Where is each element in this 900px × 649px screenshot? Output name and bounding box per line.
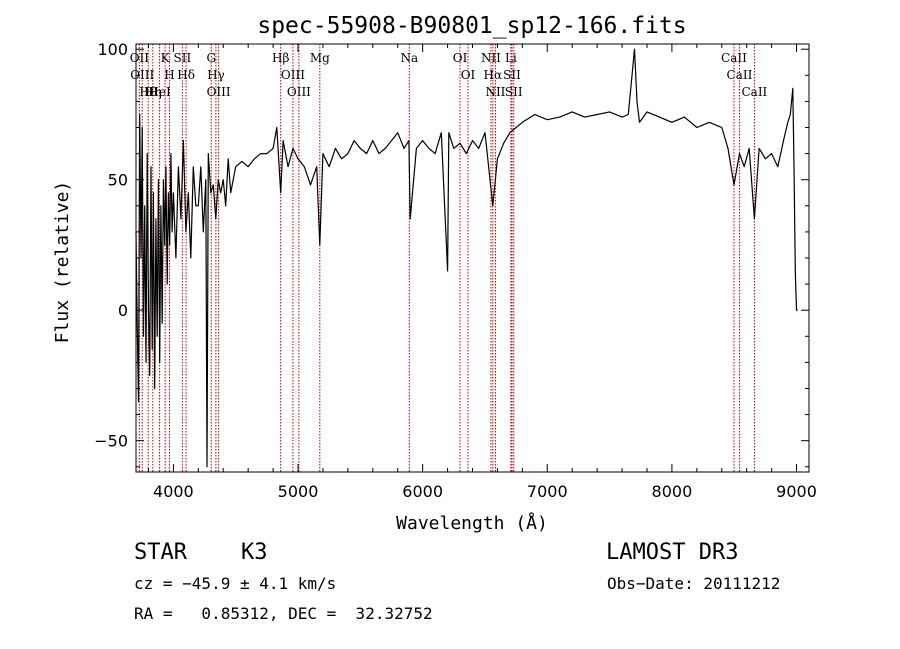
line-label: SII: [503, 68, 521, 82]
x-tick-label: 7000: [527, 482, 568, 501]
survey-label: LAMOST DR3: [606, 540, 739, 565]
line-label: G: [206, 51, 216, 65]
line-label: Hα: [484, 68, 503, 82]
x-axis-label: Wavelength (Å): [396, 512, 548, 534]
x-tick-label: 5000: [278, 482, 319, 501]
x-tick-label: 6000: [402, 482, 443, 501]
chart-title: spec-55908-B90801_sp12-166.fits: [257, 13, 686, 39]
line-label: OIII: [207, 85, 231, 99]
class-label: STAR: [134, 540, 187, 565]
y-tick-label: 100: [97, 40, 128, 59]
line-label: CaII: [721, 51, 747, 65]
y-axis: −50 0 50 100: [94, 40, 809, 468]
line-label: Hγ: [207, 68, 225, 82]
line-label: NII: [481, 51, 501, 65]
line-label: NII: [485, 85, 505, 99]
x-axis: 4000 5000 6000 7000 8000 9000: [147, 44, 817, 501]
line-label: CaII: [741, 85, 767, 99]
line-label: K: [161, 51, 171, 65]
y-tick-label: −50: [94, 432, 128, 451]
line-label: SII: [174, 51, 192, 65]
line-label: OI: [461, 68, 476, 82]
line-label: Hθ: [139, 85, 157, 99]
y-axis-label: Flux (relative): [52, 181, 73, 344]
y-tick-label: 0: [118, 301, 128, 320]
line-label: Hβ: [272, 51, 289, 65]
line-label: OIII: [130, 68, 154, 82]
line-label: CaII: [727, 68, 753, 82]
line-label: OII: [130, 51, 150, 65]
line-label: Hη: [144, 85, 162, 99]
spectrum-line: [135, 48, 798, 468]
x-tick-label: 8000: [652, 482, 693, 501]
y-tick-label: 50: [108, 171, 128, 190]
radec-readout: RA = 0.85312, DEC = 32.32752: [134, 604, 433, 623]
line-label: H: [164, 68, 174, 82]
line-label: Na: [400, 51, 418, 65]
line-label: HeI: [148, 85, 171, 99]
cz-readout: cz = −45.9 ± 4.1 km/s: [134, 574, 337, 593]
line-label: SII: [505, 85, 523, 99]
obs-date: Obs−Date: 20111212: [607, 574, 781, 593]
line-label: Mg: [310, 51, 330, 65]
line-label: Hδ: [177, 68, 195, 82]
line-label: Li: [505, 51, 517, 65]
line-label: OIII: [287, 85, 311, 99]
spectrum-series: [135, 48, 798, 468]
line-label: OI: [453, 51, 468, 65]
plot-frame: [135, 43, 810, 473]
x-tick-label: 4000: [153, 482, 194, 501]
line-labels: OIIOIIIHθHηHeIKHSIIHδGHγOIIIHβOIIIOIIIMg…: [130, 51, 768, 99]
x-tick-label: 9000: [776, 482, 817, 501]
line-label: OIII: [281, 68, 305, 82]
subclass-label: K3: [241, 540, 268, 565]
